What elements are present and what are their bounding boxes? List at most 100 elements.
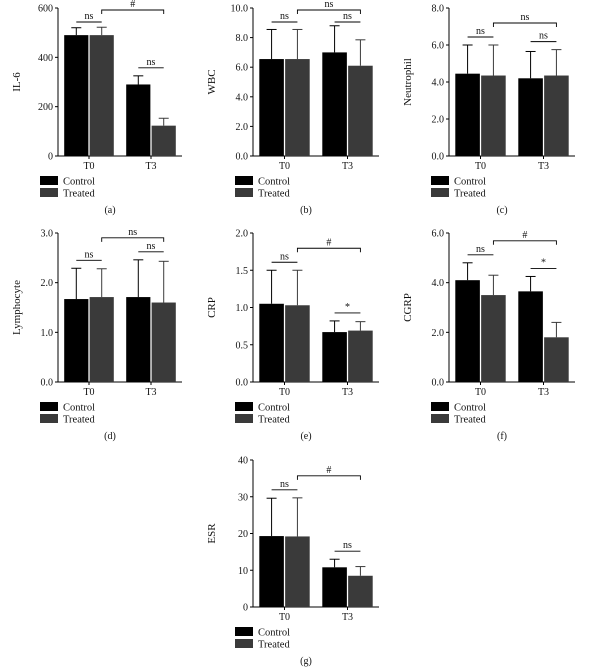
significance-bracket: [492, 22, 557, 27]
legend-swatch: [431, 188, 449, 197]
legend-label: Control: [63, 403, 95, 414]
y-tick-label: 3.0: [41, 229, 54, 240]
bar: [322, 52, 347, 156]
bar: [151, 125, 176, 156]
x-tick-label: T0: [475, 387, 486, 398]
x-tick-label: T3: [145, 387, 156, 398]
y-tick-label: 0: [48, 152, 53, 163]
significance-label: #: [326, 465, 331, 476]
significance-label: ns: [280, 479, 289, 490]
x-tick-label: T3: [342, 612, 353, 623]
significance-label: ns: [324, 0, 333, 10]
legend-swatch: [235, 176, 253, 185]
y-axis-label: ESR: [206, 523, 218, 544]
y-tick-label: 200: [38, 102, 53, 113]
legend-swatch: [40, 188, 58, 197]
y-tick-label: 6.0: [432, 229, 445, 240]
bar: [348, 575, 373, 607]
y-tick-label: 20: [238, 529, 248, 540]
legend-swatch: [235, 639, 253, 648]
significance-label: *: [541, 257, 546, 268]
bar: [518, 291, 543, 382]
panel-label: (a): [104, 205, 115, 216]
y-tick-label: 10.0: [231, 4, 249, 15]
x-tick-label: T3: [538, 387, 549, 398]
significance-label: ns: [147, 241, 156, 252]
bar: [64, 299, 89, 382]
y-tick-label: 400: [38, 53, 53, 64]
legend-swatch: [40, 402, 58, 411]
y-tick-label: 0.5: [236, 340, 249, 351]
bar: [455, 73, 480, 156]
y-tick-label: 1.0: [236, 303, 249, 314]
y-axis-label: CRP: [206, 297, 218, 318]
significance-label: ns: [147, 57, 156, 68]
legend-swatch: [40, 414, 58, 423]
y-tick-label: 0.0: [41, 378, 54, 389]
significance-label: ns: [128, 227, 137, 238]
bar: [455, 280, 480, 382]
bar: [544, 75, 569, 156]
y-tick-label: 4.0: [432, 278, 445, 289]
significance-bracket: [101, 9, 165, 14]
bar: [259, 536, 284, 607]
x-tick-label: T0: [279, 387, 290, 398]
legend-swatch: [235, 402, 253, 411]
legend-swatch: [431, 176, 449, 185]
y-tick-label: 2.0: [236, 122, 249, 133]
legend-label: Control: [454, 403, 486, 414]
legend-swatch: [431, 402, 449, 411]
x-tick-label: T0: [475, 161, 486, 172]
bar: [518, 78, 543, 156]
y-tick-label: 2.0: [432, 115, 445, 126]
legend-label: Treated: [454, 415, 486, 426]
significance-bracket: [296, 247, 361, 253]
legend-swatch: [40, 176, 58, 185]
legend-label: Treated: [258, 640, 290, 651]
bar: [89, 297, 114, 382]
legend-label: Treated: [454, 189, 486, 200]
bar: [544, 337, 569, 382]
bar: [285, 536, 310, 607]
y-tick-label: 6.0: [432, 41, 445, 52]
significance-label: #: [326, 237, 331, 248]
significance-bracket: [296, 475, 361, 480]
significance-label: ns: [280, 11, 289, 22]
significance-label: ns: [539, 31, 548, 42]
bar: [259, 303, 284, 382]
legend-label: Control: [258, 177, 290, 188]
significance-label: ns: [85, 11, 94, 22]
y-axis-label: Lymphocyte: [11, 280, 23, 335]
significance-label: ns: [476, 244, 485, 255]
x-tick-label: T3: [342, 161, 353, 172]
significance-label: ns: [85, 249, 94, 260]
significance-bracket: [296, 9, 361, 14]
legend-label: Control: [63, 177, 95, 188]
bar: [322, 567, 347, 607]
x-tick-label: T0: [279, 161, 290, 172]
y-tick-label: 0.0: [236, 378, 249, 389]
significance-label: #: [130, 0, 135, 10]
y-tick-label: 0: [243, 603, 248, 614]
y-axis-label: IL-6: [11, 72, 23, 92]
x-tick-label: T0: [83, 161, 94, 172]
y-axis-label: CGRP: [402, 293, 414, 322]
legend-label: Treated: [63, 189, 95, 200]
x-tick-label: T3: [145, 161, 156, 172]
y-tick-label: 4.0: [432, 78, 445, 89]
legend-label: Treated: [258, 189, 290, 200]
legend-swatch: [235, 414, 253, 423]
bar: [481, 295, 506, 382]
y-tick-label: 2.0: [41, 278, 54, 289]
y-tick-label: 30: [238, 492, 248, 503]
significance-label: *: [345, 302, 350, 313]
legend-label: Control: [454, 177, 486, 188]
y-axis-label: WBC: [206, 69, 218, 94]
bar: [89, 35, 114, 157]
y-tick-label: 8.0: [432, 4, 445, 15]
